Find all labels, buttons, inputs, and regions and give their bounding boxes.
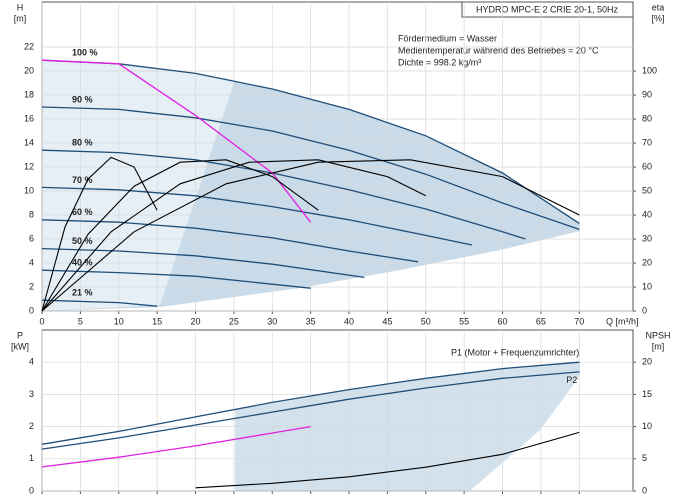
chart-title: HYDRO MPC-E 2 CRIE 20-1, 50Hz (476, 4, 619, 14)
x-tick-label: 65 (536, 316, 546, 326)
x-tick-label: 40 (344, 316, 354, 326)
y-tick-label: 2 (29, 281, 34, 291)
x-tick-label: 55 (459, 316, 469, 326)
x-tick-label: 15 (152, 316, 162, 326)
series-line (41, 247, 365, 279)
y2-tick-label: 100 (642, 65, 657, 75)
series-line (41, 269, 311, 289)
y2-tick-label: 50 (642, 185, 652, 195)
series-line (41, 159, 580, 312)
y-tick-label: 18 (24, 89, 34, 99)
series-line (41, 219, 419, 263)
y-tick-label: 20 (24, 65, 34, 75)
y-tick-label: 6 (29, 233, 34, 243)
x-tick-label: 5 (78, 316, 83, 326)
series-label: 40 % (72, 258, 93, 268)
y2-tick-label: 70 (642, 137, 652, 147)
y2-axis-label: NPSH (645, 330, 670, 340)
y-tick-label: 2 (29, 421, 34, 431)
x-tick-label: 35 (306, 316, 316, 326)
series-line (41, 371, 580, 450)
y2-tick-label: 20 (642, 257, 652, 267)
y-axis-label: P (17, 330, 23, 340)
y-tick-label: 22 (24, 41, 34, 51)
y2-tick-label: 30 (642, 233, 652, 243)
series-label: P1 (Motor + Frequenzumrichter) (451, 348, 579, 358)
y2-tick-label: 60 (642, 161, 652, 171)
y-tick-label: 16 (24, 113, 34, 123)
y2-tick-label: 0 (642, 305, 647, 315)
x-tick-label: 10 (114, 316, 124, 326)
x-axis-label: Q [m³/h] (606, 316, 639, 326)
x-tick-label: 30 (267, 316, 277, 326)
series-line (41, 59, 312, 223)
annotation: Fördermedium = Wasser (398, 33, 497, 43)
y-axis-label: H (17, 2, 24, 12)
y2-tick-label: 80 (642, 113, 652, 123)
y2-tick-label: 40 (642, 209, 652, 219)
series-line (41, 361, 580, 445)
y-tick-label: 0 (29, 485, 34, 495)
x-tick-label: 70 (574, 316, 584, 326)
y-axis-unit: [kW] (11, 341, 29, 351)
series-label: 21 % (72, 288, 93, 298)
y-tick-label: 0 (29, 305, 34, 315)
x-tick-label: 25 (229, 316, 239, 326)
series-label: 50 % (72, 236, 93, 246)
series-line (41, 106, 580, 231)
y2-tick-label: 5 (642, 453, 647, 463)
x-tick-label: 50 (421, 316, 431, 326)
annotation: Dichte = 998.2 kg/m³ (398, 57, 481, 67)
series-label: 60 % (72, 207, 93, 217)
y2-tick-label: 20 (642, 357, 652, 367)
series-line (41, 425, 311, 468)
series-label: 70 % (72, 175, 93, 185)
y-tick-label: 4 (29, 357, 34, 367)
x-tick-label: 0 (39, 316, 44, 326)
y2-tick-label: 90 (642, 89, 652, 99)
series-line (195, 431, 580, 489)
title-box (461, 1, 634, 18)
series-label: 80 % (72, 138, 93, 148)
annotation: Medientemperatur während des Betriebes =… (398, 45, 599, 55)
y-axis-unit: [m] (14, 13, 27, 23)
y2-tick-label: 0 (642, 485, 647, 495)
series-line (41, 59, 580, 224)
series-label: 90 % (72, 94, 93, 104)
y-tick-label: 8 (29, 209, 34, 219)
y2-tick-label: 15 (642, 389, 652, 399)
x-tick-label: 45 (382, 316, 392, 326)
series-line (41, 299, 158, 307)
y-tick-label: 12 (24, 161, 34, 171)
y2-tick-label: 10 (642, 281, 652, 291)
series-line (41, 159, 319, 312)
series-label: P2 (566, 375, 577, 385)
y2-axis-label: eta (652, 2, 665, 12)
series-line (41, 186, 472, 246)
series-line (41, 156, 158, 312)
series-line (41, 149, 526, 240)
y2-axis-unit: [m] (652, 341, 665, 351)
y2-axis-unit: [%] (651, 13, 664, 23)
y2-tick-label: 10 (642, 421, 652, 431)
y-tick-label: 4 (29, 257, 34, 267)
y-tick-label: 14 (24, 137, 34, 147)
y-tick-label: 3 (29, 389, 34, 399)
series-line (41, 159, 427, 312)
x-tick-label: 20 (190, 316, 200, 326)
series-label: 100 % (72, 48, 98, 58)
y-tick-label: 10 (24, 185, 34, 195)
x-tick-label: 60 (498, 316, 508, 326)
y-tick-label: 1 (29, 453, 34, 463)
operating-area-light (42, 60, 235, 311)
